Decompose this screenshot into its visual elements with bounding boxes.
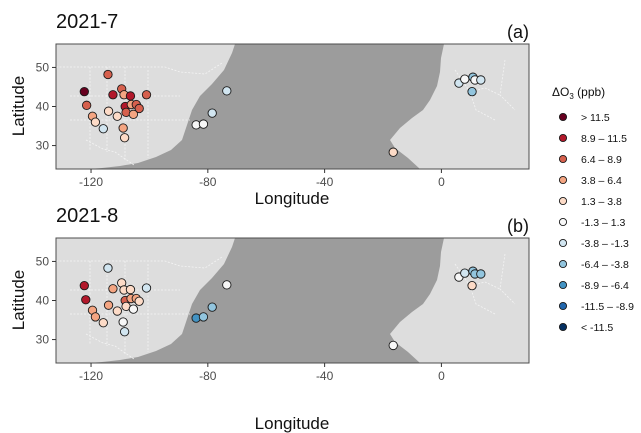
station-marker <box>468 281 476 289</box>
panel-b-xlabel: Longitude <box>255 414 330 433</box>
station-marker <box>208 109 216 117</box>
legend-label: -6.4 – -3.8 <box>581 259 629 271</box>
legend-label: -11.5 – -8.9 <box>581 301 634 313</box>
station-marker <box>109 285 117 293</box>
station-marker <box>113 307 121 315</box>
station-marker <box>80 87 88 95</box>
station-marker <box>142 91 150 99</box>
y-tick-label: 50 <box>36 60 50 74</box>
legend-swatch <box>559 323 566 330</box>
legend-swatch <box>559 113 566 120</box>
station-marker <box>109 91 117 99</box>
legend-swatch <box>559 281 566 288</box>
legend-label: < -11.5 <box>581 322 613 334</box>
legend-label: 1.3 – 3.8 <box>581 196 622 208</box>
station-marker <box>129 305 137 313</box>
station-marker <box>119 318 127 326</box>
legend-swatch <box>559 134 566 141</box>
station-marker <box>119 124 127 132</box>
legend-label: 3.8 – 6.4 <box>581 175 622 187</box>
legend-swatch <box>559 197 566 204</box>
legend-label: -3.8 – -1.3 <box>581 238 629 250</box>
station-marker <box>120 134 128 142</box>
x-tick-label: -80 <box>199 369 217 383</box>
station-marker <box>82 296 90 304</box>
station-marker <box>477 76 485 84</box>
legend-label: 8.9 – 11.5 <box>581 133 627 145</box>
legend-label: -1.3 – 1.3 <box>581 217 626 229</box>
y-tick-label: 50 <box>36 254 50 268</box>
panel-b-x-axis: -120 -80 -40 0 <box>79 363 445 383</box>
panel-a-xlabel: Longitude <box>255 189 330 208</box>
panel-b-tag: (b) <box>507 216 529 236</box>
station-marker <box>477 270 485 278</box>
legend-swatch <box>559 155 566 162</box>
y-tick-label: 30 <box>36 333 50 347</box>
station-marker <box>104 70 112 78</box>
x-tick-label: 0 <box>438 175 445 189</box>
station-marker <box>113 112 121 120</box>
legend-swatch <box>559 302 566 309</box>
panel-b-ylabel: Latitude <box>9 270 28 331</box>
station-marker <box>104 264 112 272</box>
station-marker <box>461 75 469 83</box>
station-marker <box>135 297 143 305</box>
station-marker <box>129 110 137 118</box>
legend-swatch <box>559 260 566 267</box>
panel-a-x-axis: -120 -80 -40 0 <box>79 169 445 189</box>
legend: ΔO3 (ppb) > 11.5 8.9 – 11.5 6.4 – 8.9 3.8 –… <box>552 85 634 334</box>
station-marker <box>142 284 150 292</box>
legend-swatch <box>559 239 566 246</box>
panel-b-y-axis: 30 40 50 <box>36 254 56 346</box>
station-marker <box>199 313 207 321</box>
legend-items: > 11.5 8.9 – 11.5 6.4 – 8.9 3.8 – 6.4 1.3 – … <box>559 112 634 334</box>
station-marker <box>389 148 397 156</box>
panel-a-title: 2021-7 <box>56 11 118 33</box>
station-marker <box>99 125 107 133</box>
station-marker <box>199 120 207 128</box>
station-marker <box>99 319 107 327</box>
legend-label: 6.4 – 8.9 <box>581 154 622 166</box>
legend-swatch <box>559 176 566 183</box>
legend-swatch <box>559 218 566 225</box>
x-tick-label: -40 <box>316 369 334 383</box>
y-tick-label: 40 <box>36 100 50 114</box>
y-tick-label: 30 <box>36 139 50 153</box>
panel-b-title: 2021-8 <box>56 205 118 227</box>
panel-a-ylabel: Latitude <box>9 76 28 137</box>
station-marker <box>223 281 231 289</box>
station-marker <box>91 118 99 126</box>
station-marker <box>389 341 397 349</box>
x-tick-label: -120 <box>79 369 103 383</box>
station-marker <box>104 301 112 309</box>
station-marker <box>82 101 90 109</box>
x-tick-label: -120 <box>79 175 103 189</box>
station-marker <box>80 281 88 289</box>
station-marker <box>104 107 112 115</box>
x-tick-label: -40 <box>316 175 334 189</box>
panel-a-tag: (a) <box>507 22 529 42</box>
legend-label: -8.9 – -6.4 <box>581 280 629 292</box>
station-marker <box>126 285 134 293</box>
station-marker <box>126 92 134 100</box>
station-marker <box>223 87 231 95</box>
station-marker <box>461 269 469 277</box>
panel-a-y-axis: 30 40 50 <box>36 60 56 152</box>
y-tick-label: 40 <box>36 294 50 308</box>
legend-label: > 11.5 <box>581 112 610 124</box>
station-marker <box>91 313 99 321</box>
legend-title: ΔO3 (ppb) <box>552 85 605 101</box>
x-tick-label: 0 <box>438 369 445 383</box>
station-marker <box>468 87 476 95</box>
station-marker <box>120 328 128 336</box>
x-tick-label: -80 <box>199 175 217 189</box>
station-marker <box>208 303 216 311</box>
